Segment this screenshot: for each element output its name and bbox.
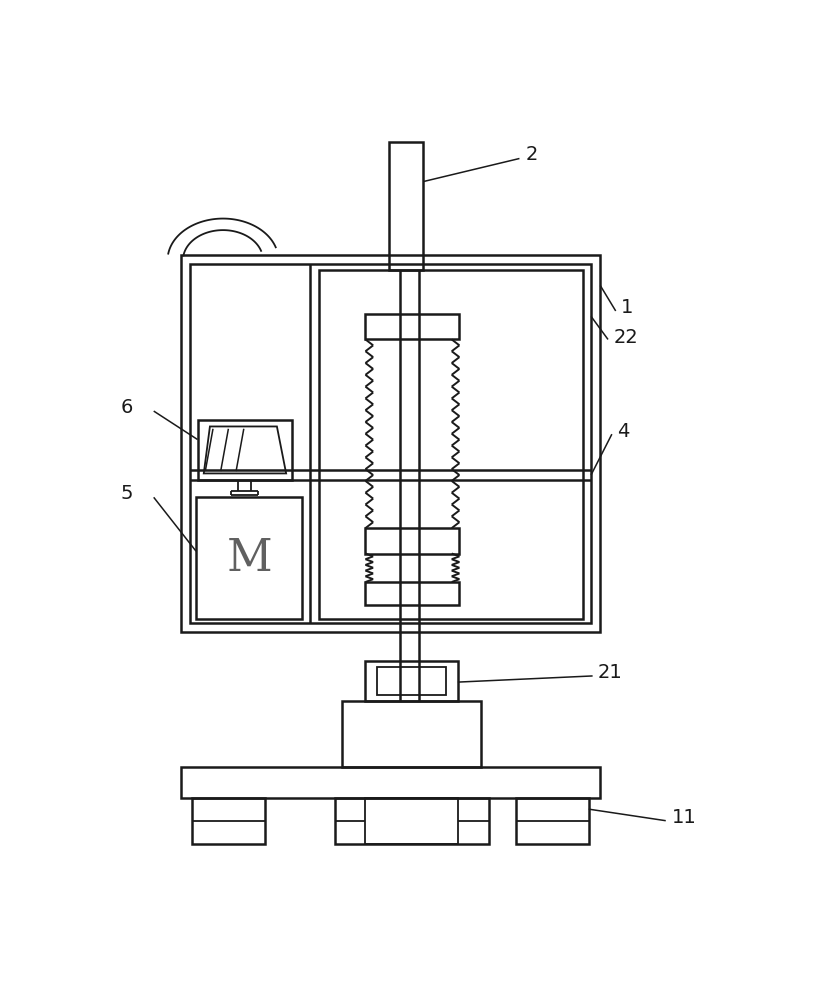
Text: 11: 11 [672, 808, 697, 827]
Bar [192, 798, 265, 844]
Bar [342, 701, 481, 767]
Bar [366, 528, 459, 554]
Bar [180, 255, 600, 632]
Text: 5: 5 [120, 484, 133, 503]
Bar [389, 142, 424, 270]
Text: M: M [226, 537, 272, 580]
Text: 1: 1 [621, 298, 633, 317]
Bar [377, 667, 446, 695]
Bar [366, 798, 458, 844]
Text: 2: 2 [526, 145, 538, 164]
Bar [320, 270, 584, 619]
Bar [366, 582, 459, 605]
Bar [366, 661, 458, 701]
Bar [196, 497, 302, 619]
Bar [366, 314, 459, 339]
Bar [198, 420, 293, 480]
Bar [190, 264, 591, 623]
Bar [335, 798, 489, 844]
Bar [180, 767, 600, 798]
Bar [515, 798, 589, 844]
Text: 6: 6 [120, 398, 133, 417]
Text: 22: 22 [613, 328, 638, 347]
Text: 21: 21 [598, 663, 623, 682]
Text: 4: 4 [617, 422, 629, 441]
